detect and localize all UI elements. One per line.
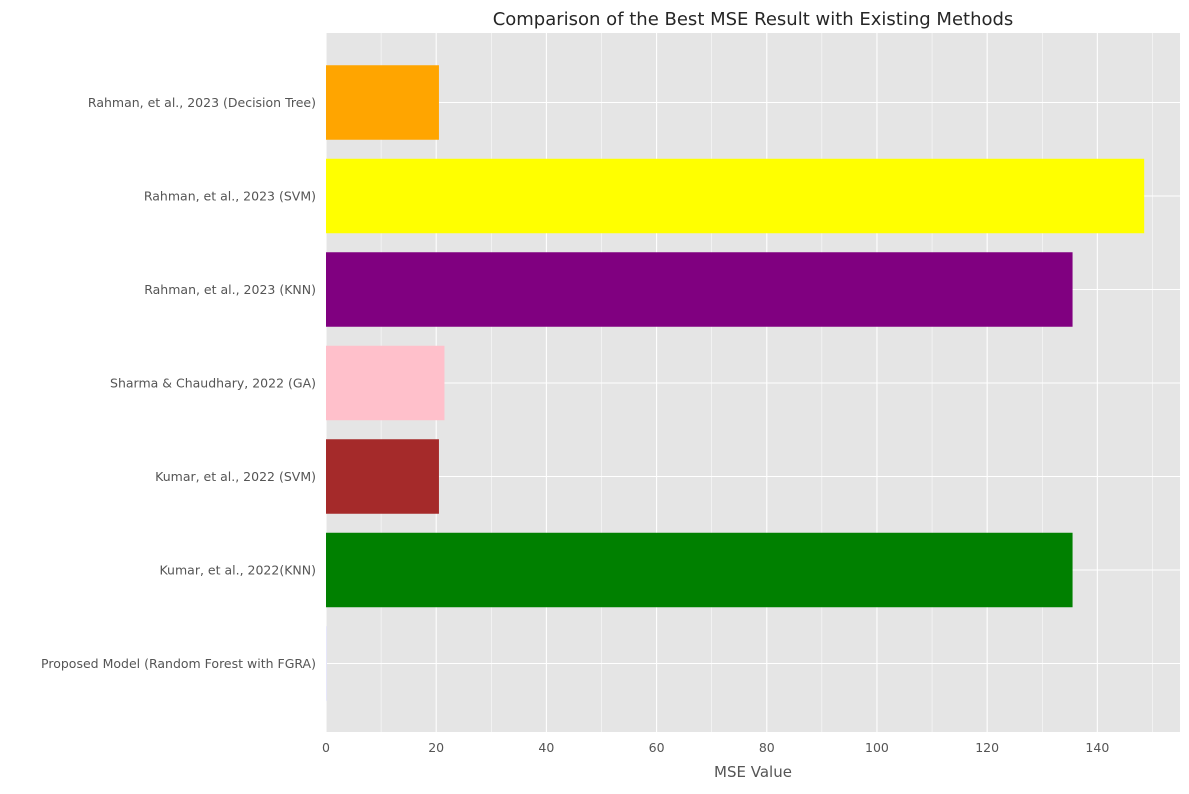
bar-6 (326, 65, 439, 140)
x-axis-label: MSE Value (714, 763, 792, 781)
category-label: Proposed Model (Random Forest with FGRA) (41, 656, 316, 671)
category-label: Rahman, et al., 2023 (SVM) (144, 189, 316, 204)
bar-3 (326, 345, 445, 421)
x-tick-labels: 0 20 40 60 80 100 120 140 (322, 740, 1109, 755)
category-label: Kumar, et al., 2022(KNN) (159, 563, 316, 578)
bar-5 (326, 158, 1145, 234)
bar-0 (326, 626, 327, 701)
bar-1 (326, 532, 1073, 608)
x-tick-label: 80 (759, 740, 775, 755)
y-category-labels: Proposed Model (Random Forest with FGRA)… (41, 95, 316, 671)
x-tick-label: 100 (865, 740, 889, 755)
category-label: Sharma & Chaudhary, 2022 (GA) (110, 376, 316, 391)
category-label: Rahman, et al., 2023 (Decision Tree) (88, 95, 316, 110)
x-tick-label: 140 (1085, 740, 1109, 755)
x-tick-label: 0 (322, 740, 330, 755)
x-tick-label: 20 (428, 740, 444, 755)
category-label: Kumar, et al., 2022 (SVM) (155, 469, 316, 484)
bar-2 (326, 439, 439, 514)
x-tick-label: 40 (538, 740, 554, 755)
chart-title: Comparison of the Best MSE Result with E… (493, 9, 1014, 30)
bars (326, 65, 1145, 701)
bar-4 (326, 252, 1073, 327)
x-tick-label: 60 (649, 740, 665, 755)
x-tick-label: 120 (975, 740, 999, 755)
category-label: Rahman, et al., 2023 (KNN) (144, 282, 316, 297)
